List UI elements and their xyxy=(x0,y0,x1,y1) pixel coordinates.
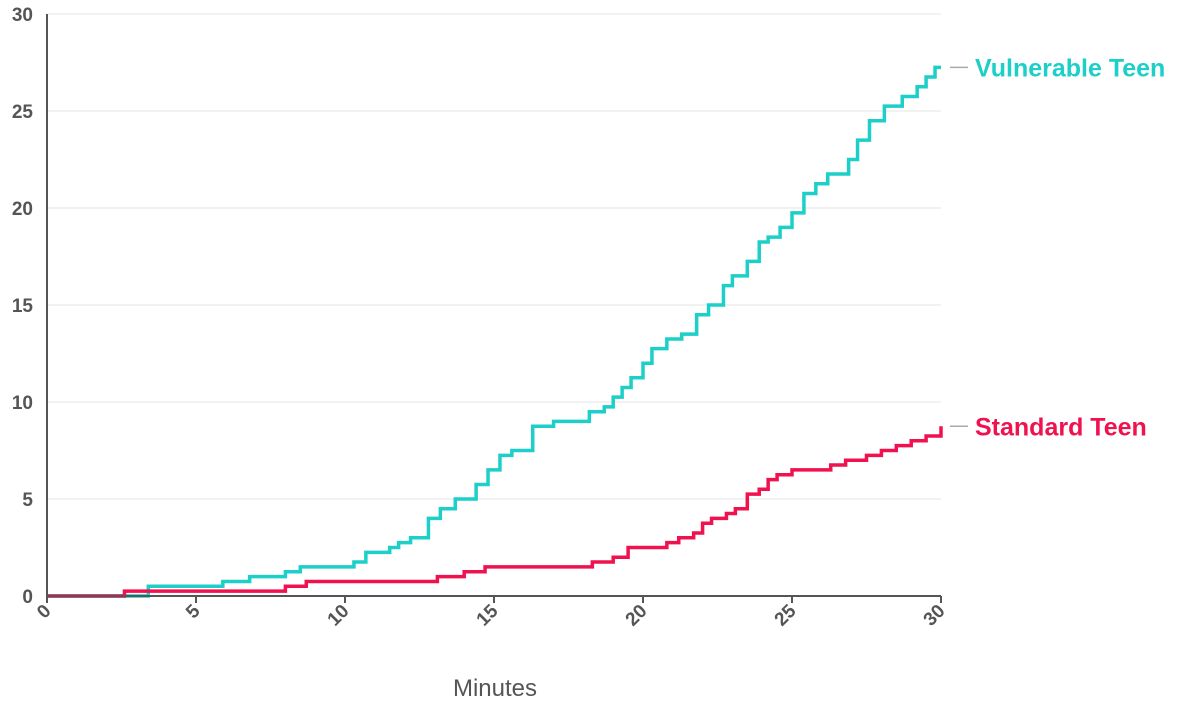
labels-layer: Vulnerable Teen Standard Teen xyxy=(950,54,1165,441)
x-tick-label: 10 xyxy=(324,601,354,631)
y-tick-label: 0 xyxy=(22,587,33,608)
axes-layer: 0 5 10 15 20 25 30 0 5 10 15 20 25 30 xyxy=(12,5,950,630)
x-tick-label: 0 xyxy=(33,601,55,623)
y-tick-label: 20 xyxy=(12,199,33,220)
series-line-standard-teen xyxy=(47,426,943,598)
y-tick-label: 15 xyxy=(12,296,34,317)
series-layer xyxy=(47,65,943,598)
y-tick-label: 30 xyxy=(12,5,33,26)
x-tick-label: 30 xyxy=(920,601,950,631)
x-axis-title: Minutes xyxy=(453,675,537,702)
y-tick-label: 10 xyxy=(12,393,33,414)
x-tick-label: 25 xyxy=(771,600,801,630)
x-tick-label: 15 xyxy=(473,600,503,630)
series-label-standard-teen: Standard Teen xyxy=(975,413,1147,441)
y-tick-label: 25 xyxy=(12,102,34,123)
x-tick-label: 5 xyxy=(182,600,205,623)
y-tick-label: 5 xyxy=(22,490,33,511)
grid-layer xyxy=(47,13,941,500)
series-line-vulnerable-teen xyxy=(47,65,941,598)
series-label-vulnerable-teen: Vulnerable Teen xyxy=(975,54,1165,82)
x-tick-label: 20 xyxy=(622,601,652,631)
